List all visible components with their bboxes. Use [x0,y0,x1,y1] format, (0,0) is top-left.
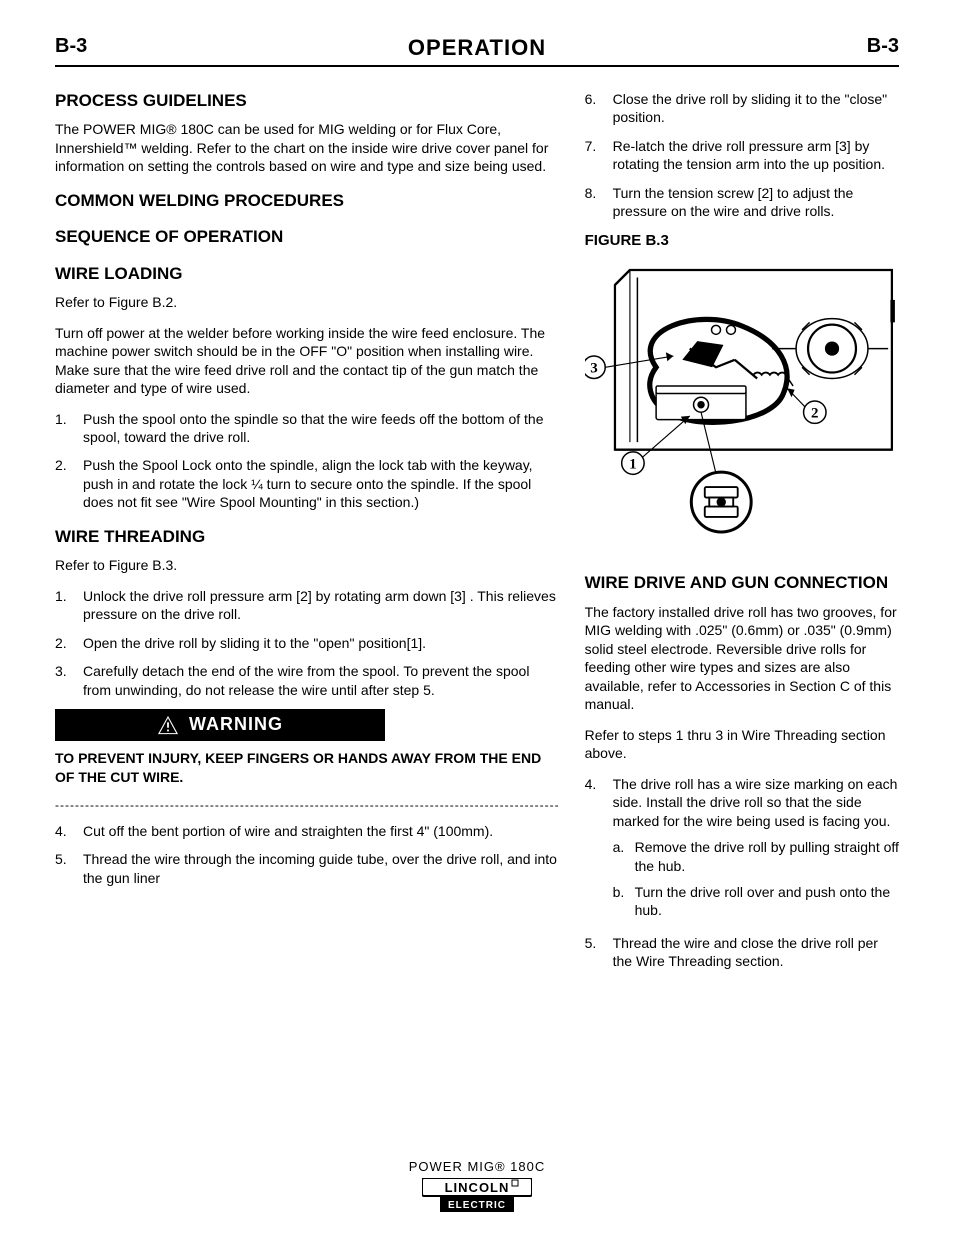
page: B-3 OPERATION B-3 PROCESS GUIDELINES The… [0,0,954,1235]
step-body: Unlock the drive roll pressure arm [2] b… [83,587,560,624]
page-header-title: OPERATION [0,35,954,61]
substep: a. Remove the drive roll by pulling stra… [613,838,899,875]
substep-letter: b. [613,883,635,920]
lincoln-electric-logo: LINCOLN ELECTRIC [422,1178,532,1217]
thread-step: 5. Thread the wire through the incoming … [55,850,560,887]
callout-3-label: 3 [590,360,597,376]
wireload-step: 2. Push the Spool Lock onto the spindle,… [55,456,560,511]
step-number: 1. [55,410,83,447]
step-number: 2. [55,634,83,652]
warning-body: TO PREVENT INJURY, KEEP FINGERS OR HANDS… [55,749,560,786]
step-number: 3. [55,662,83,699]
warning-label: WARNING [189,713,283,737]
step-number: 2. [55,456,83,511]
svg-text:LINCOLN: LINCOLN [445,1180,510,1195]
step-body: Turn the tension screw [2] to adjust the… [613,184,899,221]
heading-wire-loading: Wire Loading [55,263,560,285]
footer-model: POWER MIG® 180C [0,1159,954,1174]
step-text: The drive roll has a wire size marking o… [613,776,898,829]
figure-b3-diagram: 3 2 1 [585,255,899,554]
step-number: 4. [55,822,83,840]
substep-letter: a. [613,838,635,875]
heading-wire-threading: Wire Threading [55,526,560,548]
step-number: 1. [55,587,83,624]
step-body: Cut off the bent portion of wire and str… [83,822,560,840]
header-rule [55,65,899,67]
step-number: 4. [585,775,613,924]
callout-2-label: 2 [811,405,818,421]
page-number-right: B-3 [867,35,899,58]
paragraph-process: The POWER MIG® 180C can be used for MIG … [55,120,560,175]
step-body: Open the drive roll by sliding it to the… [83,634,560,652]
page-footer: POWER MIG® 180C LINCOLN ELECTRIC [0,1159,954,1217]
paragraph-threading-ref: Refer to Figure B.3. [55,556,560,574]
left-column: PROCESS GUIDELINES The POWER MIG® 180C c… [55,90,560,981]
step-body: Thread the wire and close the drive roll… [613,934,899,971]
thread-step: 1. Unlock the drive roll pressure arm [2… [55,587,560,624]
warning-triangle-icon [157,715,179,735]
paragraph-drive1: The factory installed drive roll has two… [585,603,899,714]
callout-1-label: 1 [629,456,636,472]
paragraph-wireload-ref: Refer to Figure B.2. [55,293,560,311]
drive-step: 5. Thread the wire and close the drive r… [585,934,899,971]
heading-process-guidelines: PROCESS GUIDELINES [55,90,560,112]
heading-common-procedures: COMMON WELDING PROCEDURES [55,190,560,212]
step-body: Re-latch the drive roll pressure arm [3]… [613,137,899,174]
step-number: 8. [585,184,613,221]
heading-sequence: SEQUENCE OF OPERATION [55,226,560,248]
paragraph-wireload-body: Turn off power at the welder before work… [55,324,560,398]
dashed-separator: ----------------------------------------… [55,798,560,814]
figure-label: FIGURE B.3 [585,231,899,251]
step-number: 6. [585,90,613,127]
drive-step: 4. The drive roll has a wire size markin… [585,775,899,924]
thread-step: 3. Carefully detach the end of the wire … [55,662,560,699]
step-body: Push the Spool Lock onto the spindle, al… [83,456,560,511]
step-body: Close the drive roll by sliding it to th… [613,90,899,127]
step-body: Thread the wire through the incoming gui… [83,850,560,887]
thread-step: 8. Turn the tension screw [2] to adjust … [585,184,899,221]
step-body: Carefully detach the end of the wire fro… [83,662,560,699]
content-columns: PROCESS GUIDELINES The POWER MIG® 180C c… [55,90,899,981]
substep-text: Turn the drive roll over and push onto t… [635,883,899,920]
thread-step: 7. Re-latch the drive roll pressure arm … [585,137,899,174]
step-body: The drive roll has a wire size marking o… [613,775,899,924]
substep-text: Remove the drive roll by pulling straigh… [635,838,899,875]
thread-step: 4. Cut off the bent portion of wire and … [55,822,560,840]
right-column: 6. Close the drive roll by sliding it to… [585,90,899,981]
wireload-step: 1. Push the spool onto the spindle so th… [55,410,560,447]
thread-step: 2. Open the drive roll by sliding it to … [55,634,560,652]
heading-wire-drive-gun: Wire Drive and Gun Connection [585,572,899,594]
step-number: 5. [585,934,613,971]
warning-bar: WARNING [55,709,385,741]
paragraph-drive2: Refer to steps 1 thru 3 in Wire Threadin… [585,726,899,763]
step-body: Push the spool onto the spindle so that … [83,410,560,447]
step-number: 7. [585,137,613,174]
substep: b. Turn the drive roll over and push ont… [613,883,899,920]
thread-step: 6. Close the drive roll by sliding it to… [585,90,899,127]
svg-text:ELECTRIC: ELECTRIC [448,1200,506,1211]
step-number: 5. [55,850,83,887]
